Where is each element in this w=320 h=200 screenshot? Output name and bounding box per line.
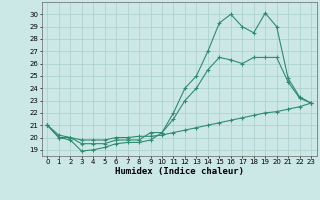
X-axis label: Humidex (Indice chaleur): Humidex (Indice chaleur) xyxy=(115,167,244,176)
